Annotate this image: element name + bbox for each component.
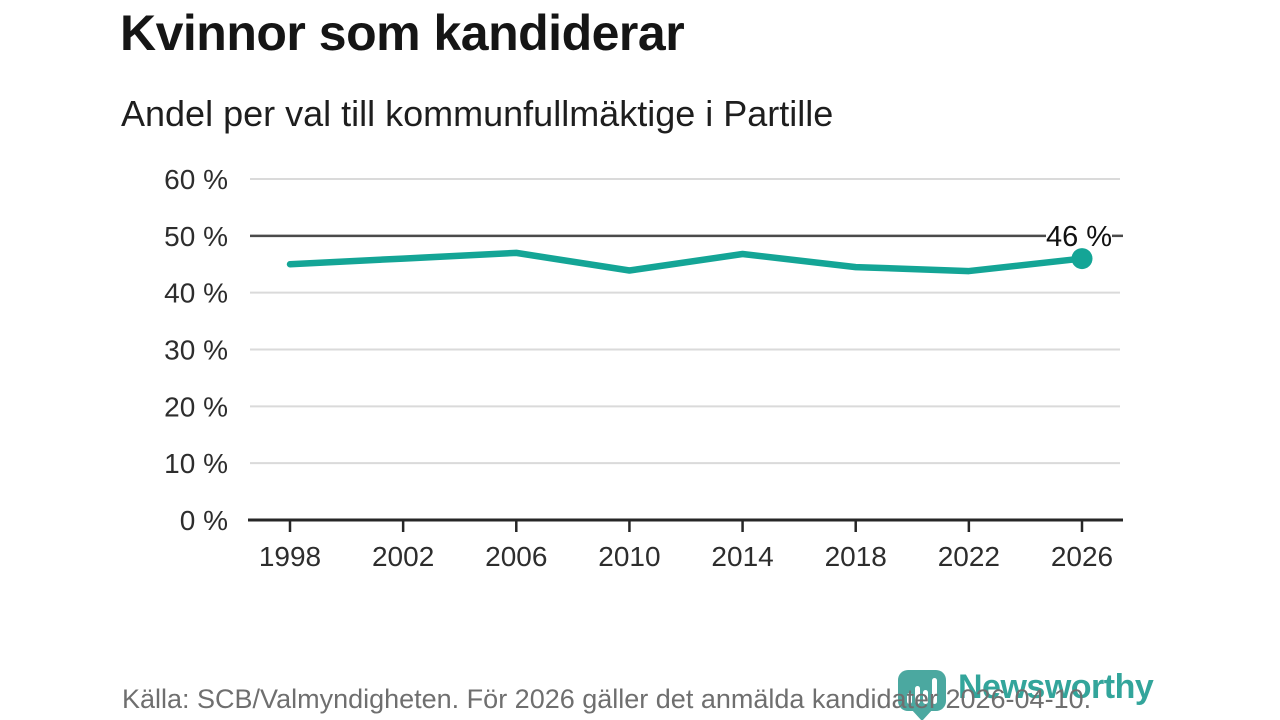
- y-axis-tick-label: 20 %: [164, 391, 228, 422]
- y-axis-tick-label: 60 %: [164, 164, 228, 195]
- x-axis-tick-label: 2018: [825, 541, 887, 572]
- x-axis-tick-label: 2026: [1051, 541, 1113, 572]
- y-axis-tick-label: 0 %: [180, 505, 228, 536]
- y-axis-tick-label: 30 %: [164, 335, 228, 366]
- chart-title: Kvinnor som kandiderar: [120, 5, 685, 61]
- x-axis-tick-label: 2002: [372, 541, 434, 572]
- x-axis-tick-label: 2006: [485, 541, 547, 572]
- data-line: [286, 249, 1086, 275]
- end-value-label: 46 %: [1046, 221, 1112, 253]
- x-axis-tick-label: 2014: [711, 541, 773, 572]
- y-axis-tick-label: 50 %: [164, 221, 228, 252]
- y-axis-tick-label: 40 %: [164, 278, 228, 309]
- source-note: Källa: SCB/Valmyndigheten. För 2026 gäll…: [122, 684, 1092, 714]
- end-point-marker: [1071, 248, 1093, 270]
- newsworthy-chart-bubble-icon: [898, 670, 946, 720]
- chart-subtitle: Andel per val till kommunfullmäktige i P…: [121, 93, 834, 134]
- newsworthy-wordmark: Newsworthy: [958, 668, 1154, 706]
- x-axis-tick-label: 1998: [259, 541, 321, 572]
- x-axis-tick-label: 2022: [938, 541, 1000, 572]
- x-axis-tick-label: 2010: [598, 541, 660, 572]
- y-axis-tick-label: 10 %: [164, 448, 228, 479]
